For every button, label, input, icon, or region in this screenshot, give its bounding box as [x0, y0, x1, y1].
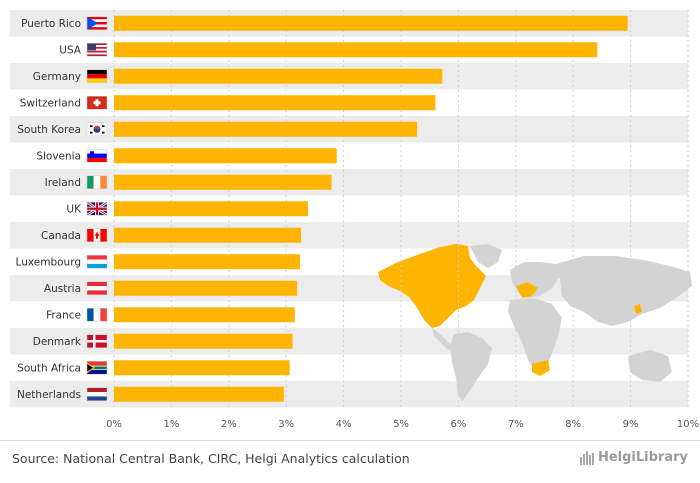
canada-flag-icon [86, 228, 108, 242]
x-tick-label: 7% [508, 419, 524, 430]
bar-puerto-rico[interactable] [114, 15, 628, 31]
map-greenland [470, 244, 502, 268]
bar-france[interactable] [114, 307, 295, 323]
map-asia [556, 256, 692, 326]
x-tick-label: 1% [163, 419, 179, 430]
x-tick-label: 10% [677, 419, 699, 430]
category-label: Luxembourg [16, 257, 81, 269]
category-label: South Korea [17, 124, 81, 136]
brand-bars-icon [579, 450, 594, 465]
row-band [10, 222, 688, 249]
bar-luxembourg[interactable] [114, 254, 300, 270]
x-tick-label: 6% [450, 419, 466, 430]
category-label: France [46, 310, 81, 322]
x-tick-label: 8% [565, 419, 581, 430]
map-north-america [378, 244, 486, 328]
category-label: USA [59, 45, 82, 57]
austria-flag-icon [86, 281, 108, 295]
brand-logo: HelgiLibrary [579, 450, 688, 465]
category-label: Slovenia [36, 151, 81, 163]
usa-flag-icon [86, 43, 108, 57]
switzerland-flag-icon [86, 96, 108, 110]
category-label: Netherlands [17, 389, 81, 401]
x-tick-label: 5% [393, 419, 409, 430]
category-label: Puerto Rico [21, 18, 81, 30]
row-band [10, 169, 688, 196]
puerto-rico-flag-icon [86, 16, 108, 30]
denmark-flag-icon [86, 334, 108, 348]
netherlands-flag-icon [86, 387, 108, 401]
category-labels: Puerto Rico USA Germany Switzerland South Ko… [16, 18, 83, 401]
map-korea [634, 304, 642, 314]
luxembourg-flag-icon [86, 255, 108, 269]
bar-canada[interactable] [114, 227, 302, 243]
source-note: Source: National Central Bank, CIRC, Hel… [12, 451, 410, 466]
germany-flag-icon [86, 69, 108, 83]
france-flag-icon [86, 308, 108, 322]
south-korea-flag-icon [86, 122, 108, 136]
x-tick-label: 3% [278, 419, 294, 430]
category-label: Switzerland [20, 98, 81, 110]
category-label: Ireland [45, 177, 81, 189]
bar-usa[interactable] [114, 42, 598, 58]
south-africa-flag-icon [86, 361, 108, 375]
category-label: UK [66, 204, 82, 216]
bar-ireland[interactable] [114, 174, 332, 190]
bar-south-africa[interactable] [114, 360, 290, 376]
category-label: Canada [41, 230, 81, 242]
chart-area: Puerto Rico USA Germany Switzerland South Ko… [10, 10, 699, 430]
bar-netherlands[interactable] [114, 386, 284, 402]
category-label: South Africa [17, 363, 81, 375]
map-central-america [432, 328, 454, 350]
ireland-flag-icon [86, 175, 108, 189]
flag-icons [86, 16, 108, 401]
bars [114, 15, 628, 402]
x-tick-label: 9% [623, 419, 639, 430]
row-band [10, 381, 688, 408]
bar-switzerland[interactable] [114, 95, 436, 111]
category-label: Denmark [33, 336, 82, 348]
footer-divider [0, 440, 700, 441]
bar-slovenia[interactable] [114, 148, 337, 164]
x-tick-labels: 0% 1% 2% 3% 4% 5% 6% 7% 8% 9% 10% [106, 419, 699, 430]
bar-germany[interactable] [114, 68, 443, 84]
bar-south-korea[interactable] [114, 121, 418, 137]
uk-flag-icon [86, 201, 108, 217]
map-australia [628, 350, 672, 382]
bar-denmark[interactable] [114, 333, 293, 349]
map-africa [508, 298, 562, 372]
x-tick-label: 0% [106, 419, 122, 430]
world-map [378, 244, 692, 402]
bar-austria[interactable] [114, 280, 298, 296]
x-tick-label: 4% [336, 419, 352, 430]
slovenia-flag-icon [86, 149, 108, 163]
map-south-africa [532, 360, 550, 376]
brand-name: HelgiLibrary [597, 450, 688, 465]
category-label: Austria [44, 283, 81, 295]
map-south-america [450, 332, 492, 402]
bar-uk[interactable] [114, 201, 309, 217]
row-band [10, 328, 688, 355]
category-label: Germany [33, 71, 81, 83]
x-tick-label: 2% [221, 419, 237, 430]
map-europe-highlight [516, 282, 538, 298]
